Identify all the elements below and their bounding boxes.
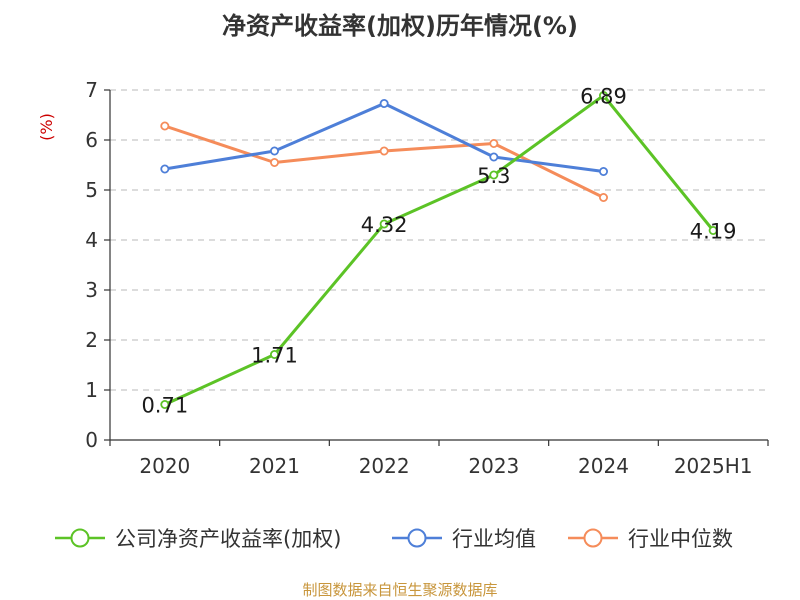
data-point bbox=[160, 121, 170, 131]
legend-label: 公司净资产收益率(加权) bbox=[115, 527, 341, 551]
legend-marker-icon bbox=[407, 528, 427, 548]
data-label: 6.89 bbox=[580, 85, 627, 109]
series-line bbox=[164, 94, 715, 406]
data-point bbox=[379, 99, 389, 109]
data-point bbox=[489, 170, 499, 180]
axes: 0 1 2 3 4 5 6 7 2020 2021 2022 2023 2024 2025H1 bbox=[85, 78, 769, 478]
series-layer bbox=[160, 91, 718, 409]
x-tick-label: 2024 bbox=[578, 454, 629, 478]
data-point bbox=[379, 219, 389, 229]
data-label: 4.32 bbox=[361, 213, 408, 237]
y-tick-label: 4 bbox=[85, 228, 98, 252]
legend-item-2: 行业中位数 bbox=[568, 527, 733, 551]
data-point bbox=[599, 91, 609, 101]
data-point bbox=[489, 138, 499, 148]
data-point bbox=[599, 166, 609, 176]
x-tick-label: 2021 bbox=[249, 454, 300, 478]
data-label: 4.19 bbox=[690, 220, 737, 244]
data-point bbox=[379, 146, 389, 156]
series-0 bbox=[160, 91, 718, 409]
data-point bbox=[599, 192, 609, 202]
legend-label: 行业中位数 bbox=[628, 527, 733, 551]
y-tick-label: 2 bbox=[85, 328, 98, 352]
data-point bbox=[269, 157, 279, 167]
legend-marker-icon bbox=[583, 528, 603, 548]
data-point bbox=[269, 146, 279, 156]
data-label: 0.71 bbox=[141, 394, 188, 418]
data-point bbox=[269, 349, 279, 359]
x-tick-label: 2022 bbox=[359, 454, 410, 478]
y-tick-label: 0 bbox=[85, 428, 98, 452]
data-label: 1.71 bbox=[251, 344, 298, 368]
chart-title: 净资产收益率(加权)历年情况(%) bbox=[222, 12, 578, 40]
legend-marker-icon bbox=[70, 528, 90, 548]
source-note: 制图数据来自恒生聚源数据库 bbox=[302, 581, 497, 599]
y-tick-label: 1 bbox=[85, 378, 98, 402]
series-1 bbox=[160, 99, 609, 176]
series-line bbox=[164, 102, 604, 173]
x-tick-label: 2023 bbox=[468, 454, 519, 478]
x-tick-label: 2025H1 bbox=[674, 454, 753, 478]
data-point bbox=[160, 399, 170, 409]
legend-item-0: 公司净资产收益率(加权) bbox=[55, 527, 341, 551]
y-tick-label: 7 bbox=[85, 78, 98, 102]
y-tick-label: 6 bbox=[85, 128, 98, 152]
x-tick-label: 2020 bbox=[139, 454, 190, 478]
data-label: 5.3 bbox=[477, 164, 510, 188]
data-labels: 0.71 1.71 4.32 5.3 6.89 4.19 bbox=[141, 85, 736, 418]
y-axis-label: (%) bbox=[37, 113, 56, 141]
legend-item-1: 行业均值 bbox=[392, 527, 536, 551]
legend: 公司净资产收益率(加权) 行业均值 行业中位数 bbox=[55, 527, 733, 551]
data-point bbox=[489, 152, 499, 162]
y-tick-label: 5 bbox=[85, 178, 98, 202]
legend-label: 行业均值 bbox=[452, 527, 536, 551]
y-tick-label: 3 bbox=[85, 278, 98, 302]
gridlines bbox=[110, 89, 768, 391]
data-point bbox=[708, 225, 718, 235]
data-point bbox=[160, 164, 170, 174]
